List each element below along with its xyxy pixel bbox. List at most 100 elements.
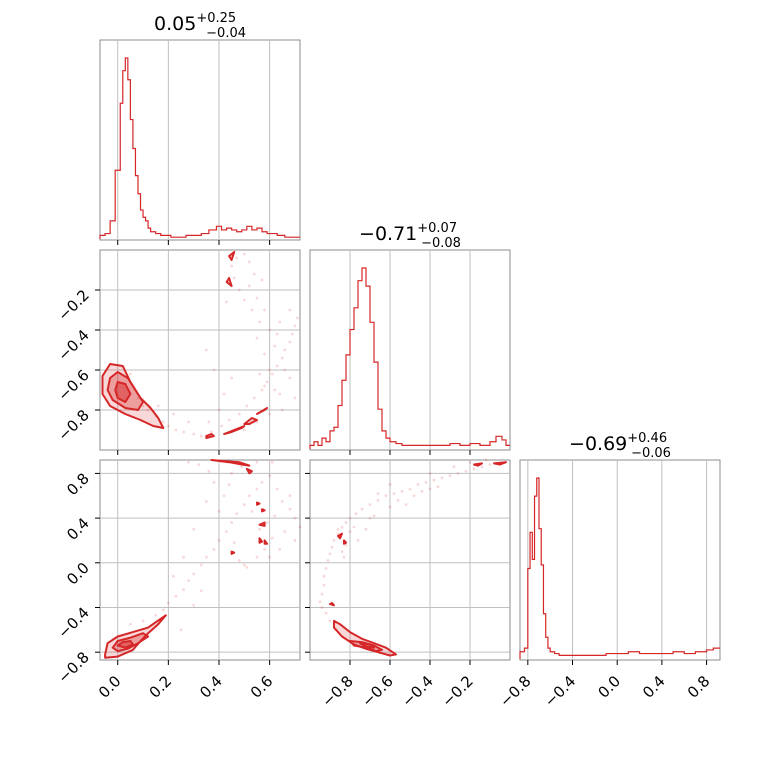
- sample-point-p0-p2-42: [278, 547, 282, 551]
- sample-point-p0-p2-43: [288, 494, 292, 498]
- hist-bin-p0-29: [232, 230, 237, 239]
- sample-point-p1-p2-5: [326, 559, 330, 562]
- hist-panel-p2: [519, 459, 721, 665]
- sample-point-p0-p1-49: [273, 388, 277, 392]
- hist-bin-p0-13: [143, 217, 146, 239]
- sample-point-p0-p2-0: [128, 622, 132, 626]
- contour-p0-p1-0: [101, 363, 165, 429]
- sample-point-p0-p1-1: [136, 396, 140, 400]
- hist-bin-p0-35: [262, 232, 267, 239]
- hist-bin-p1-4: [326, 442, 330, 449]
- hist-bin-p1-24: [420, 445, 430, 449]
- sample-point-p0-p2-4: [166, 601, 170, 605]
- xtick-label-p2-2: 0.0: [594, 672, 624, 702]
- xtick-label-p1-2: −0.4: [398, 672, 436, 710]
- sample-point-p0-p1-59: [212, 368, 216, 372]
- sample-point-p0-p1-57: [156, 404, 160, 408]
- hist-bin-p0-10: [135, 176, 138, 239]
- sample-point-p0-p2-17: [247, 494, 251, 498]
- sample-point-p0-p1-8: [182, 430, 185, 434]
- sample-point-p0-p2-47: [199, 589, 203, 593]
- sample-point-p0-p2-40: [258, 527, 261, 531]
- contour-p0-p1-4: [223, 425, 246, 435]
- sample-point-p1-p2-51: [340, 550, 344, 554]
- sample-point-p1-p2-45: [420, 489, 424, 493]
- hist-bin-p0-24: [201, 234, 209, 239]
- sample-point-p0-p2-9: [199, 563, 203, 567]
- sample-point-p0-p1-46: [275, 332, 279, 336]
- sample-point-p1-p2-31: [324, 611, 328, 615]
- hist-bin-p0-19: [166, 235, 171, 239]
- sample-point-p0-p2-36: [197, 463, 201, 466]
- sample-point-p1-p2-8: [332, 539, 336, 542]
- sample-point-p0-p1-67: [278, 320, 282, 324]
- panel-p0-p2: [95, 459, 302, 665]
- sample-point-p0-p1-56: [172, 412, 175, 416]
- sample-point-p0-p2-7: [187, 579, 191, 583]
- sample-point-p1-p2-26: [456, 472, 460, 475]
- sample-point-p0-p2-2: [154, 613, 158, 617]
- ytick-label-p1-2: −0.4: [54, 326, 92, 364]
- hist-bin-p0-12: [141, 210, 144, 239]
- panel-p0-p1: [95, 249, 301, 455]
- hist-bin-p0-21: [178, 237, 186, 239]
- sample-point-p1-p2-25: [448, 474, 452, 478]
- sample-point-p1-p2-37: [352, 525, 356, 529]
- sample-point-p0-p1-40: [247, 260, 251, 264]
- sample-point-p1-p2-29: [480, 465, 484, 469]
- contour-p0-p1-6: [256, 407, 269, 415]
- sample-point-p1-p2-46: [428, 487, 432, 491]
- hist-line-p2: [519, 477, 720, 659]
- hist-bin-p2-9: [543, 614, 545, 659]
- sample-point-p1-p2-38: [356, 539, 360, 542]
- sample-point-p0-p2-1: [141, 619, 145, 623]
- xtick-label-p0-2: 0.4: [196, 672, 226, 702]
- hist-bin-p1-34: [506, 445, 510, 449]
- sample-point-p1-p2-10: [340, 525, 344, 529]
- sample-point-p0-p1-21: [280, 356, 284, 360]
- sample-point-p0-p1-50: [263, 384, 266, 388]
- sample-point-p0-p2-27: [270, 536, 274, 540]
- sample-point-p0-p1-35: [237, 288, 241, 292]
- sample-point-p1-p2-39: [364, 527, 368, 531]
- sample-point-p0-p1-33: [250, 308, 254, 312]
- ytick-label-p1-1: −0.6: [54, 366, 92, 404]
- sample-point-p0-p1-12: [220, 424, 223, 428]
- hist-bin-p2-10: [546, 637, 548, 659]
- sample-point-p0-p2-58: [182, 555, 185, 559]
- sample-point-p1-p2-1: [320, 592, 324, 596]
- contour-p0-p2-6: [258, 537, 263, 544]
- hist-bin-p1-19: [386, 438, 390, 449]
- sample-point-p0-p2-30: [245, 565, 249, 569]
- sample-point-p1-p2-33: [320, 606, 324, 609]
- hist-bin-p1-27: [450, 444, 460, 449]
- sample-point-p0-p2-59: [192, 527, 196, 531]
- hist-bin-p1-32: [496, 436, 502, 449]
- sample-point-p0-p1-23: [288, 340, 292, 344]
- sample-point-p0-p1-37: [230, 264, 234, 268]
- sample-point-p1-p2-19: [400, 489, 404, 493]
- sample-point-p1-p2-22: [424, 480, 428, 484]
- sample-point-p0-p1-38: [235, 256, 239, 260]
- hist-bin-p2-29: [713, 648, 720, 659]
- sample-point-p1-p2-52: [336, 527, 340, 531]
- sample-point-p0-p1-66: [288, 308, 292, 312]
- hist-bin-p2-15: [566, 655, 573, 659]
- contour-p0-p2-3: [210, 459, 251, 467]
- sample-point-p0-p1-19: [270, 372, 274, 376]
- sample-point-p1-p2-2: [322, 583, 326, 587]
- xtick-label-p2-1: −0.4: [541, 672, 579, 710]
- sample-point-p1-p2-48: [376, 492, 380, 495]
- hist-bin-p1-20: [390, 442, 396, 449]
- hist-line-p0: [99, 57, 300, 239]
- sample-point-p1-p2-7: [330, 545, 334, 549]
- hist-bin-p1-9: [346, 355, 350, 449]
- sample-point-p0-p1-24: [291, 332, 294, 336]
- hist-bin-p1-21: [396, 444, 402, 449]
- sample-point-p1-p2-3: [322, 574, 326, 578]
- hist-p0-frame: [99, 39, 301, 241]
- sample-point-p0-p1-63: [268, 412, 272, 416]
- sample-point-p1-p2-0: [318, 600, 322, 604]
- hist-p1-frame: [309, 249, 511, 451]
- contour-p1-p2-5: [343, 539, 347, 545]
